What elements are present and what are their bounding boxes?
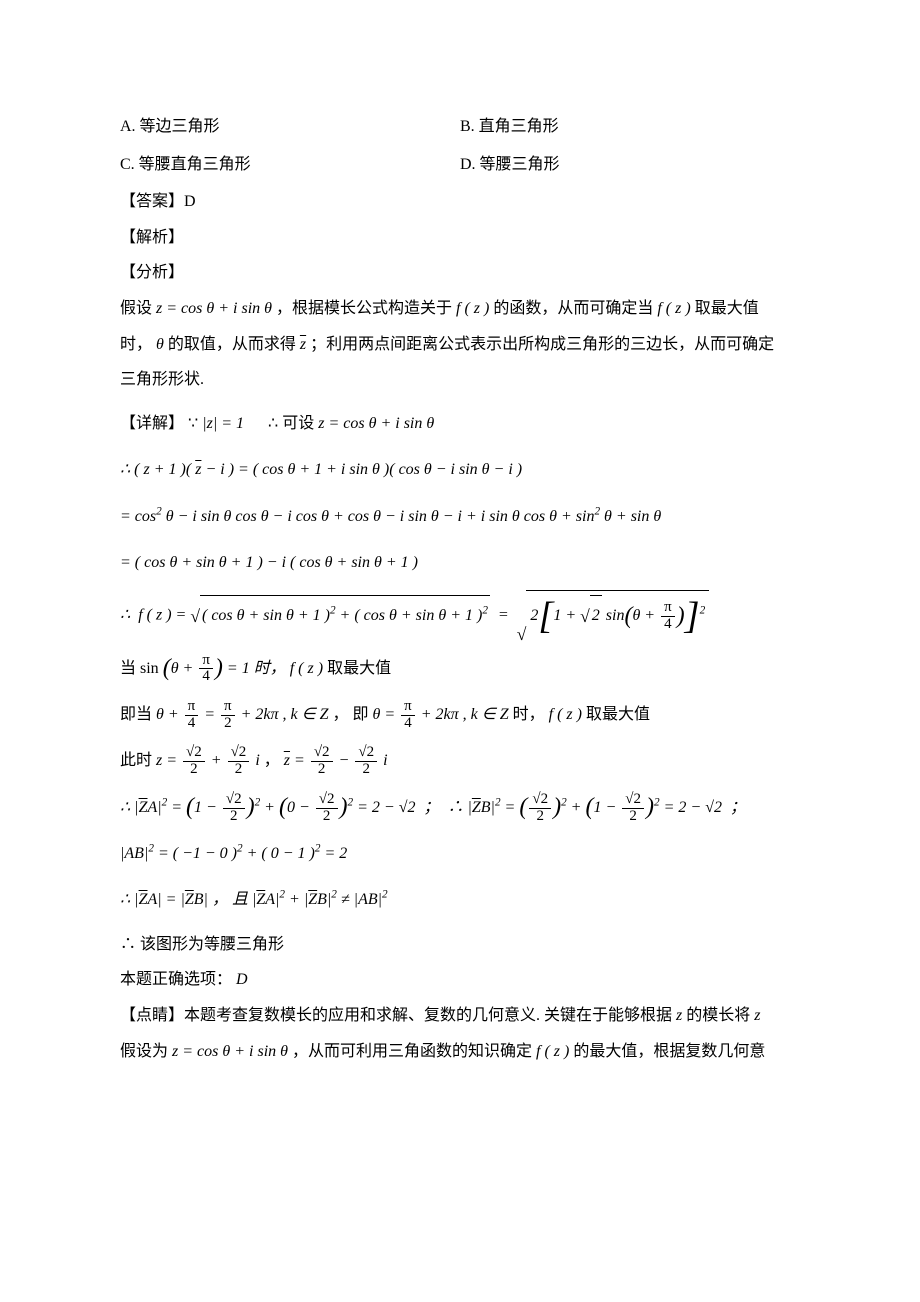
answer-label: 【答案】D — [120, 185, 800, 219]
text: 取最大值 — [327, 660, 391, 677]
text: ， — [264, 752, 284, 769]
answer-letter: D — [236, 971, 248, 988]
fenxi-line-2: 时， θ 的取值，从而求得 z ；利用两点间距离公式表示出所构成三角形的三边长，… — [120, 328, 800, 362]
math: ∴ ( z + 1 )( z − i ) = ( cos θ + 1 + i s… — [120, 461, 522, 478]
math: f ( z ) — [456, 300, 489, 317]
text: 本题考查复数模长的应用和求解、复数的几何意义. 关键在于能够根据 — [184, 1007, 676, 1024]
detail-line-11: ∴ |ZA| = |ZB| ， 且 |ZA|2 + |ZB|2 ≠ |AB|2 — [120, 881, 800, 919]
option-D: D. 等腰三角形 — [460, 148, 800, 182]
xiangjie-label: 【详解】 — [120, 415, 184, 432]
option-C: C. 等腰直角三角形 — [120, 148, 460, 182]
math: z = cos θ + i sin θ — [156, 300, 272, 317]
math: (θ + π4) — [163, 660, 223, 677]
math: z = cos θ + i sin θ — [172, 1043, 288, 1060]
num: π — [661, 600, 675, 617]
text: 的取值，从而求得 — [168, 336, 300, 353]
jiexi-label: 【解析】 — [120, 221, 800, 255]
math: θ + π4 = π2 + 2kπ , k ∈ Z — [156, 706, 328, 723]
options-row-2: C. 等腰直角三角形 D. 等腰三角形 — [120, 148, 800, 182]
option-A: A. 等边三角形 — [120, 110, 460, 144]
text: 的最大值，根据复数几何意 — [569, 1043, 765, 1060]
math: z — [300, 336, 306, 353]
text: 的函数，从而可确定当 — [493, 300, 657, 317]
text: 的模长将 — [682, 1007, 754, 1024]
text: 当 sin — [120, 660, 159, 677]
math: ∵ — [188, 415, 198, 432]
detail-line-8: 此时 z = √22 + √22 i ， z = √22 − √22 i — [120, 742, 800, 780]
text: ， 即 — [333, 706, 373, 723]
math: f ( z ) — [549, 706, 582, 723]
math: f ( z ) — [657, 300, 690, 317]
detail-line-3: = cos2 θ − i sin θ cos θ − i cos θ + cos… — [120, 498, 800, 536]
math: z = √22 + √22 i — [156, 752, 260, 769]
fenxi-line-1: 假设 z = cos θ + i sin θ ，根据模长公式构造关于 f ( z… — [120, 292, 800, 326]
text: 时， — [120, 336, 156, 353]
text: ，从而可利用三角函数的知识确定 — [288, 1043, 536, 1060]
text: 取最大值 — [695, 300, 759, 317]
text: ，根据模长公式构造关于 — [276, 300, 456, 317]
detail-line-2: ∴ ( z + 1 )( z − i ) = ( cos θ + 1 + i s… — [120, 451, 800, 489]
detail-line-10: |AB|2 = ( −1 − 0 )2 + ( 0 − 1 )2 = 2 — [120, 835, 800, 873]
text: 本题正确选项： — [120, 971, 236, 988]
text: 取最大值 — [586, 706, 650, 723]
math: = 1 时， — [227, 660, 290, 677]
detail-line-9: ∴ |ZA|2 = (1 − √22)2 + (0 − √22)2 = 2 − … — [120, 789, 800, 827]
text: ；利用两点间距离公式表示出所构成三角形的三边长，从而可确定 — [310, 336, 774, 353]
page: A. 等边三角形 B. 直角三角形 C. 等腰直角三角形 D. 等腰三角形 【答… — [0, 0, 920, 1130]
text: 假设为 — [120, 1043, 172, 1060]
fenxi-label: 【分析】 — [120, 256, 800, 290]
den: 4 — [661, 617, 675, 633]
detail-line-1: 【详解】 ∵ |z| = 1 ∴ 可设 z = cos θ + i sin θ — [120, 405, 800, 443]
math: ∴ 可设 — [268, 415, 318, 432]
option-B: B. 直角三角形 — [460, 110, 800, 144]
text: 此时 — [120, 752, 156, 769]
detail-line-6: 当 sin (θ + π4) = 1 时， f ( z ) 取最大值 — [120, 650, 800, 688]
math: f ( z ) — [290, 660, 323, 677]
math: z — [754, 1007, 760, 1024]
math: f ( z ) — [536, 1043, 569, 1060]
math: θ = π4 + 2kπ , k ∈ Z — [373, 706, 509, 723]
text: 即当 — [120, 706, 156, 723]
math: z = √22 − √22 i — [284, 752, 388, 769]
detail-line-7: 即当 θ + π4 = π2 + 2kπ , k ∈ Z ， 即 θ = π4 … — [120, 696, 800, 734]
detail-line-5: ∴ f ( z ) = √( cos θ + sin θ + 1 )2 + ( … — [120, 590, 800, 641]
math: z = cos θ + i sin θ — [318, 415, 434, 432]
dianjing-line-1: 【点睛】本题考查复数模长的应用和求解、复数的几何意义. 关键在于能够根据 z 的… — [120, 999, 800, 1033]
dianjing-line-2: 假设为 z = cos θ + i sin θ ，从而可利用三角函数的知识确定 … — [120, 1035, 800, 1069]
math: |z| = 1 — [202, 415, 244, 432]
detail-line-13: 本题正确选项： D — [120, 963, 800, 997]
text: 假设 — [120, 300, 156, 317]
math: θ — [156, 336, 164, 353]
detail-line-4: = ( cos θ + sin θ + 1 ) − i ( cos θ + si… — [120, 544, 800, 582]
fenxi-line-3: 三角形形状. — [120, 363, 800, 397]
detail-line-12: ∴ 该图形为等腰三角形 — [120, 928, 800, 962]
text: 时， — [513, 706, 549, 723]
dianjing-label: 【点睛】 — [120, 1007, 184, 1024]
options-row-1: A. 等边三角形 B. 直角三角形 — [120, 110, 800, 144]
